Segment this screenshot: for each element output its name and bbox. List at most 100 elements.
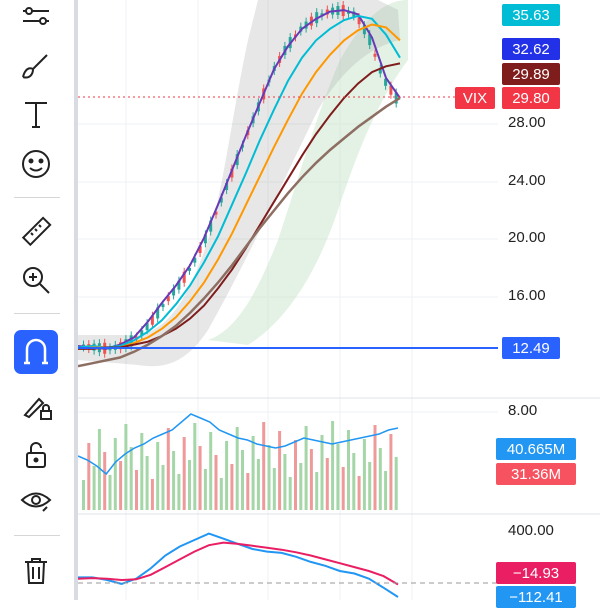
volume-bar <box>166 428 170 510</box>
macd-signal-badge: −14.93 <box>496 562 576 584</box>
unlock-icon[interactable] <box>14 432 58 476</box>
ma-line-1 <box>78 14 401 349</box>
macd-line-1 <box>78 541 399 586</box>
volume-bar <box>288 477 292 510</box>
volume-bars <box>82 421 398 510</box>
magnet-icon[interactable] <box>14 330 58 374</box>
volume-bar <box>203 469 207 510</box>
volume-bar <box>182 437 186 510</box>
axis-label-8: 8.00 <box>508 402 538 419</box>
volume-bar <box>150 479 154 510</box>
lock-drawing-icon[interactable] <box>14 384 58 428</box>
volume-bar <box>225 441 229 510</box>
price-badge-ma3: 29.89 <box>502 63 560 85</box>
volume-bar <box>389 434 393 510</box>
macd-axis-label: 400.00 <box>508 522 554 539</box>
ma-line-3 <box>78 62 401 350</box>
toolbar-separator <box>14 197 60 198</box>
zoom-in-icon[interactable] <box>14 258 58 302</box>
volume-bar <box>262 422 266 510</box>
volume-bar <box>378 448 382 510</box>
axis-label-28: 28.00 <box>508 114 546 131</box>
ruler-icon[interactable] <box>14 210 58 254</box>
axis-label-20: 20.00 <box>508 229 546 246</box>
volume-ma-line <box>78 413 399 476</box>
volume-bar <box>331 421 335 510</box>
ma-line-4 <box>78 96 401 368</box>
volume-bar <box>209 432 213 510</box>
volume-bar <box>230 464 234 510</box>
volume-bar <box>256 459 260 510</box>
volume-bar <box>251 436 255 510</box>
volume-bar <box>336 444 340 510</box>
toolbar-separator <box>14 313 60 314</box>
volume-bar <box>241 450 244 510</box>
volume-bar <box>347 430 350 510</box>
volume-badge: 31.36M <box>496 463 576 485</box>
brush-icon[interactable] <box>14 44 58 88</box>
volume-bar <box>341 467 345 510</box>
toolbar-separator <box>14 535 60 536</box>
macd-value-badge: −112.41 <box>496 586 576 608</box>
last-price-badge: 29.80 <box>502 87 560 109</box>
volume-bar <box>246 473 250 510</box>
trash-icon[interactable] <box>14 548 58 592</box>
volume-bar <box>309 449 313 510</box>
volume-bar <box>108 475 112 510</box>
ma-line-0 <box>78 9 401 350</box>
volume-bar <box>82 480 85 510</box>
volume-bar <box>368 462 372 510</box>
price-chart[interactable] <box>78 0 600 600</box>
moving-average-lines <box>78 9 401 368</box>
volume-bar <box>320 435 324 510</box>
volume-bar <box>119 461 123 510</box>
volume-bar <box>161 465 165 510</box>
axis-label-16: 16.00 <box>508 287 546 304</box>
axis-label-24: 24.00 <box>508 172 546 189</box>
volume-bar <box>198 446 202 510</box>
volume-bar <box>357 476 361 510</box>
volume-bar <box>214 455 218 510</box>
symbol-badge: VIX <box>455 87 495 109</box>
volume-bar <box>87 443 91 510</box>
volume-bar <box>315 472 319 510</box>
emoji-icon[interactable] <box>14 142 58 186</box>
volume-bar <box>193 423 197 510</box>
volume-bar <box>294 440 297 510</box>
price-badge-ma1: 35.63 <box>502 4 560 26</box>
volume-bar <box>103 452 107 510</box>
toolbar-divider <box>74 0 78 600</box>
level-price-badge[interactable]: 12.49 <box>502 337 560 359</box>
volume-bar <box>325 458 329 510</box>
volume-ma-polyline <box>78 413 399 476</box>
volume-bar <box>304 426 308 510</box>
price-badge-ma2: 32.62 <box>502 38 560 60</box>
volume-bar <box>140 433 144 510</box>
volume-bar <box>172 451 176 510</box>
volume-bar <box>145 456 149 510</box>
macd-lines <box>78 532 399 598</box>
volume-bar <box>373 425 377 510</box>
volume-bar <box>394 457 398 510</box>
volume-bar <box>97 429 101 510</box>
volume-bar <box>362 439 366 510</box>
volume-bar <box>113 438 117 510</box>
volume-bar <box>92 466 96 510</box>
volume-bar <box>384 471 388 510</box>
volume-bar <box>219 478 223 510</box>
volume-bar <box>272 468 276 510</box>
text-tool-icon[interactable] <box>14 92 58 136</box>
ma-line-2 <box>78 23 401 350</box>
bollinger-band <box>78 0 400 367</box>
volume-bar <box>299 463 303 510</box>
volume-bar <box>267 445 271 510</box>
eye-icon[interactable] <box>14 478 58 522</box>
volume-bar <box>177 474 181 510</box>
volume-bar <box>235 427 239 510</box>
volume-bar <box>124 424 128 510</box>
trend-tools-icon[interactable] <box>14 0 58 30</box>
volume-bar <box>135 470 138 510</box>
volume-bar <box>352 453 356 510</box>
volume-bar <box>283 454 287 510</box>
volume-bar <box>278 431 282 510</box>
